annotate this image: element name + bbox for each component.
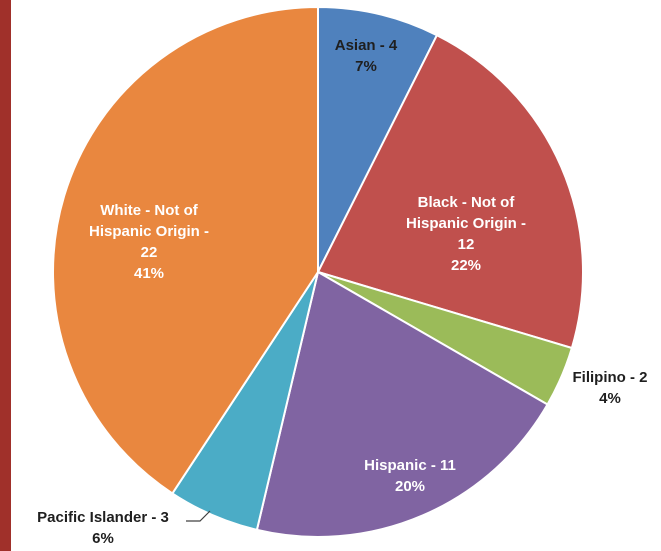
slice-label-asian: Asian - 4 7% xyxy=(335,37,398,75)
slice-label-line: Hispanic Origin - xyxy=(406,215,526,232)
pie-slice-hispanic xyxy=(255,270,549,538)
slice-label-line: Filipino - 2 xyxy=(573,369,648,386)
slice-label-hispanic: Hispanic - 11 20% xyxy=(364,457,456,495)
slice-label-line: 20% xyxy=(395,478,425,495)
pie-labels: Asian - 4 7% Black - Not of Hispanic Origin… xyxy=(37,37,647,547)
slice-label-line: White - Not of xyxy=(100,202,198,219)
slice-label-line: 4% xyxy=(599,390,621,407)
slice-label-line: Hispanic - 11 xyxy=(364,457,456,474)
slice-label-line: Hispanic Origin - xyxy=(89,223,209,240)
slice-label-line: Pacific Islander - 3 xyxy=(37,509,169,526)
slice-label-line: Asian - 4 xyxy=(335,37,398,54)
slice-label-line: 7% xyxy=(355,58,377,75)
slice-label-line: 12 xyxy=(458,236,475,253)
slice-label-black-not-of-hispanic-origin: Black - Not of Hispanic Origin - 12 22% xyxy=(406,194,526,274)
slice-label-line: 41% xyxy=(134,265,164,282)
slice-label-pacific-islander: Pacific Islander - 3 6% xyxy=(37,509,169,547)
pie-slice-black-not-of-hispanic-origin xyxy=(316,33,584,350)
pie-slices xyxy=(52,5,584,538)
slice-label-line: 6% xyxy=(92,530,114,547)
slice-label-line: Black - Not of xyxy=(418,194,516,211)
left-accent-bar xyxy=(0,0,11,551)
pie-slice-white-not-of-hispanic-origin xyxy=(52,5,319,495)
slice-label-white-not-of-hispanic-origin: White - Not of Hispanic Origin - 22 41% xyxy=(89,202,209,282)
slice-label-line: 22% xyxy=(451,257,481,274)
slice-label-line: 22 xyxy=(141,244,158,261)
slice-label-filipino: Filipino - 2 4% xyxy=(573,369,648,407)
leader-line-pacific-islander xyxy=(186,510,211,522)
pie-slice-asian xyxy=(317,5,439,273)
